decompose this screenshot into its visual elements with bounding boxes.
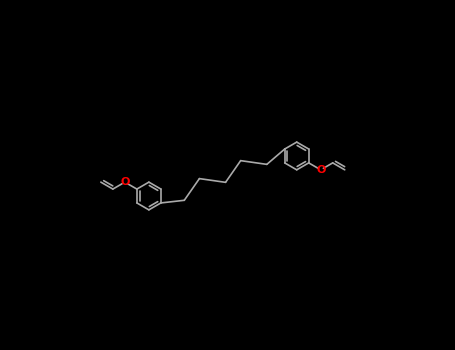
Text: O: O (120, 177, 130, 187)
Text: O: O (316, 165, 325, 175)
